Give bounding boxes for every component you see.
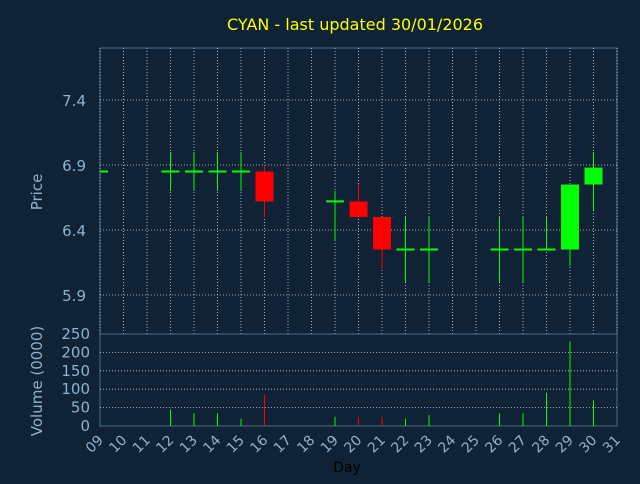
volume-tick-label: 50 — [71, 399, 90, 417]
volume-axis-label: Volume (0000) — [28, 326, 46, 436]
candle-30 — [584, 152, 603, 211]
volume-tick-label: 200 — [61, 343, 90, 361]
candle-13 — [185, 152, 203, 191]
day-tick-labels: 09 10 11 12 13 14 15 16 17 18 19 20 21 22 23 24 25 26 27 28… — [83, 432, 624, 456]
candle-body — [255, 171, 274, 202]
candle-26 — [490, 217, 509, 282]
candle-22 — [396, 217, 415, 282]
volume-series — [99, 341, 594, 426]
candle-14 — [208, 152, 227, 191]
candle-28 — [537, 217, 556, 251]
volume-tick-label: 250 — [61, 325, 90, 343]
day-axis-label: Day — [333, 460, 361, 476]
candle-15 — [232, 152, 250, 191]
candle-body — [373, 217, 391, 250]
candle-20 — [349, 184, 368, 217]
candle-body — [561, 184, 579, 250]
price-tick-label: 6.9 — [62, 157, 86, 175]
candle-body — [349, 201, 368, 217]
price-axis-label: Price — [28, 174, 46, 211]
candlestick-series — [100, 152, 603, 282]
candle-27 — [514, 217, 532, 282]
candle-23 — [420, 217, 438, 282]
candle-16 — [255, 165, 274, 217]
volume-tick-label: 100 — [61, 380, 90, 398]
price-tick-labels: 7.4 6.9 6.4 5.9 — [62, 92, 86, 305]
candle-body — [584, 167, 603, 185]
price-tick-label: 6.4 — [62, 222, 86, 240]
candle-19 — [326, 191, 344, 241]
candle-29 — [561, 184, 579, 267]
price-tick-label: 7.4 — [62, 92, 86, 110]
volume-tick-label: 0 — [80, 417, 90, 435]
candle-21 — [373, 217, 391, 269]
chart-title: CYAN - last updated 30/01/2026 — [227, 15, 483, 34]
volume-tick-label: 150 — [61, 362, 90, 380]
price-tick-label: 5.9 — [62, 287, 86, 305]
candle-12 — [161, 152, 180, 191]
